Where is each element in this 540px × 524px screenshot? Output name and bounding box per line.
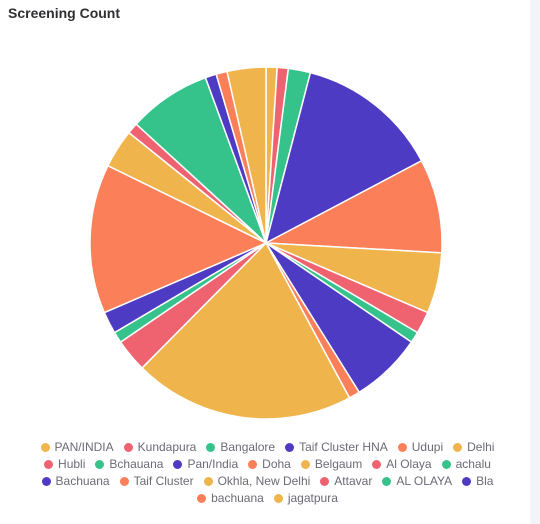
pie-slice-4[interactable] [265,159,443,254]
legend-label: Bachuana [55,474,110,488]
legend-marker-icon [173,460,183,469]
legend-item-7[interactable]: Bchauana [95,457,163,472]
legend-label: Taif Cluster [133,474,194,488]
pie-slice-10[interactable] [141,242,351,420]
legend-marker-icon [382,477,392,486]
legend-marker-icon [119,477,129,486]
legend-marker-icon [320,477,330,486]
legend-item-16[interactable]: Attavar [320,474,372,489]
legend-label: jagatpura [287,491,338,505]
chart-legend: PAN/INDIA Kundapura Bangalore Taif Cluster … [20,440,515,506]
legend-marker-icon [44,460,54,469]
page-scroll-gutter [530,0,540,524]
legend-label: Al Olaya [386,457,432,471]
legend-item-4[interactable]: Udupi [397,440,444,455]
legend-marker-icon [197,494,207,503]
legend-marker-icon [41,477,51,486]
legend-label: Taif Cluster HNA [299,440,388,454]
legend-marker-icon [40,443,50,452]
legend-item-17[interactable]: AL OLAYA [382,474,452,489]
legend-item-11[interactable]: Al Olaya [372,457,432,472]
legend-label: Bla [476,474,494,488]
legend-marker-icon [397,443,407,452]
legend-item-9[interactable]: Doha [248,457,291,472]
pie-slice-3[interactable] [265,71,423,244]
chart-title: Screening Count [8,5,121,21]
legend-marker-icon [453,443,463,452]
pie-chart [89,66,443,420]
legend-label: Hubli [58,457,86,471]
legend-label: bachuana [211,491,264,505]
legend-item-10[interactable]: Belgaum [300,457,363,472]
legend-label: Pan/India [187,457,239,471]
legend-item-18[interactable]: Bla [462,474,493,489]
legend-item-8[interactable]: Pan/India [173,457,238,472]
legend-marker-icon [123,443,133,452]
legend-label: Bangalore [220,440,276,454]
legend-item-2[interactable]: Bangalore [206,440,275,455]
legend-item-15[interactable]: Okhla, New Delhi [203,474,311,489]
legend-marker-icon [95,460,105,469]
legend-marker-icon [300,460,310,469]
legend-marker-icon [203,477,213,486]
legend-label: Attavar [334,474,373,488]
legend-label: Bchauana [109,457,164,471]
legend-marker-icon [372,460,382,469]
legend-item-19[interactable]: bachuana [197,491,264,506]
legend-label: Okhla, New Delhi [217,474,311,488]
legend-marker-icon [273,494,283,503]
legend-label: Doha [262,457,291,471]
legend-label: Delhi [467,440,495,454]
legend-label: Kundapura [137,440,197,454]
legend-label: Udupi [411,440,444,454]
legend-label: Belgaum [314,457,363,471]
legend-item-6[interactable]: Hubli [44,457,85,472]
legend-item-1[interactable]: Kundapura [123,440,197,455]
legend-item-13[interactable]: Bachuana [41,474,110,489]
legend-item-12[interactable]: achalu [441,457,491,472]
legend-label: achalu [455,457,491,471]
legend-label: PAN/INDIA [54,440,114,454]
legend-label: AL OLAYA [396,474,453,488]
legend-item-3[interactable]: Taif Cluster HNA [285,440,388,455]
legend-item-0[interactable]: PAN/INDIA [40,440,114,455]
legend-marker-icon [248,460,258,469]
legend-marker-icon [285,443,295,452]
legend-item-5[interactable]: Delhi [453,440,494,455]
legend-marker-icon [206,443,216,452]
pie-slice-14[interactable] [89,164,267,314]
legend-marker-icon [462,477,472,486]
legend-item-14[interactable]: Taif Cluster [119,474,194,489]
pie-slice-20[interactable] [226,66,267,244]
legend-marker-icon [441,460,451,469]
legend-item-20[interactable]: jagatpura [273,491,338,506]
